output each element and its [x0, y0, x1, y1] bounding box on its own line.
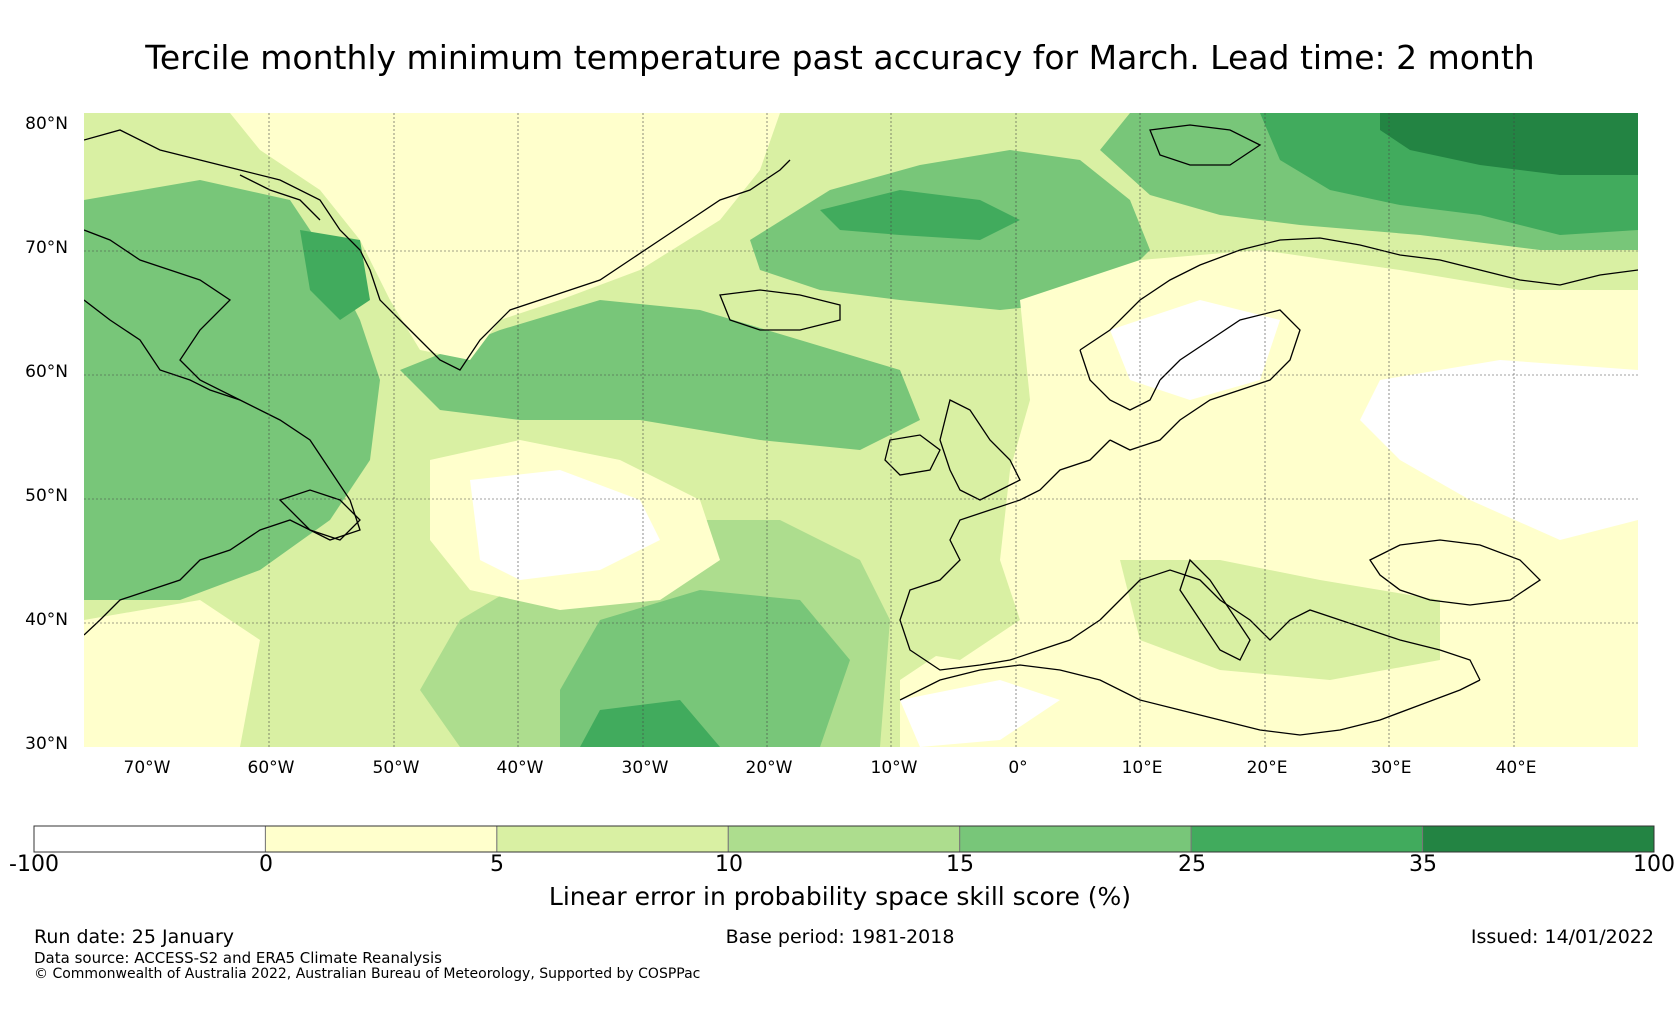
colorbar-segments	[33, 825, 1655, 853]
field-midatlantic-none	[470, 470, 660, 580]
lat-label-50n: 50°N	[25, 486, 68, 506]
field-iberia	[900, 560, 1020, 660]
chart-title: Tercile monthly minimum temperature past…	[145, 38, 1535, 77]
colorbar-segment-5	[1190, 825, 1424, 853]
coastlines	[84, 124, 1638, 736]
lon-label-10e: 10°E	[1121, 758, 1163, 778]
lat-label-70n: 70°N	[25, 238, 68, 258]
gridlines	[84, 113, 1638, 747]
field-mediterranean	[1120, 560, 1440, 680]
copyright: © Commonwealth of Australia 2022, Austra…	[34, 966, 701, 982]
field-northafrica-none	[900, 680, 1060, 747]
colorbar-tick-0: 0	[259, 852, 273, 877]
coast-western-europe	[899, 439, 1111, 671]
lon-label-70w: 70°W	[123, 758, 171, 778]
field-labrador-core	[300, 230, 370, 320]
coast-scandinavia	[1079, 237, 1638, 351]
colorbar-border	[33, 825, 1655, 853]
colorbar-tick-10: 10	[715, 852, 743, 877]
coast-iceland	[719, 289, 841, 331]
field-greenland-low	[230, 113, 780, 360]
coast-east-mediterranean	[1369, 629, 1481, 681]
colorbar-segment-3	[727, 825, 961, 853]
lat-label-30n: 30°N	[25, 734, 68, 754]
lon-label-40w: 40°W	[496, 758, 544, 778]
coast-newfoundland	[278, 489, 361, 541]
issued-date: Issued: 14/01/2022	[1470, 926, 1654, 948]
field-barents-highest	[1380, 113, 1638, 175]
data-source: Data source: ACCESS-S2 and ERA5 Climate …	[34, 949, 442, 967]
lon-label-20w: 20°W	[745, 758, 793, 778]
coast-baltic	[1109, 309, 1301, 451]
coast-canada	[84, 229, 361, 636]
lon-label-30w: 30°W	[621, 758, 669, 778]
lon-label-60w: 60°W	[247, 758, 295, 778]
coast-greenland-west	[239, 174, 321, 221]
run-date: Run date: 25 January	[34, 926, 235, 948]
coast-labrador	[84, 299, 241, 401]
lat-label-40n: 40°N	[25, 610, 68, 630]
colorbar-segment-6	[1422, 825, 1655, 853]
lat-label-80n: 80°N	[25, 114, 68, 134]
lon-label-30e: 30°E	[1370, 758, 1412, 778]
colorbar-tick-35: 35	[1409, 852, 1437, 877]
coast-italy	[1179, 558, 1251, 661]
colorbar-segment-2	[496, 825, 729, 853]
field-subtropical-high	[580, 700, 720, 747]
coast-ireland	[884, 434, 941, 476]
field-norwegian-sea-core	[820, 190, 1020, 240]
lon-label-50w: 50°W	[372, 758, 420, 778]
field-russia-none	[1360, 360, 1638, 540]
colorbar-tick-minus100: -100	[9, 852, 59, 877]
colorbar-label: Linear error in probability space skill …	[548, 882, 1132, 911]
lon-label-10w: 10°W	[870, 758, 918, 778]
lon-label-40e: 40°E	[1495, 758, 1537, 778]
colorbar-tick-25: 25	[1178, 852, 1206, 877]
field-labrador	[84, 180, 380, 600]
field-west-atlantic-low	[84, 600, 260, 747]
colorbar-tick-100: 100	[1633, 852, 1675, 877]
coast-svalbard	[1149, 124, 1262, 166]
colorbar-segment-0	[33, 825, 266, 853]
lat-label-60n: 60°N	[25, 362, 68, 382]
coast-mediterranean-north	[1099, 569, 1371, 641]
colorbar-segment-4	[959, 825, 1192, 853]
base-period: Base period: 1981-2018	[725, 926, 955, 948]
lon-label-20e: 20°E	[1246, 758, 1288, 778]
coast-british-isles	[939, 399, 1021, 501]
colorbar-segment-1	[264, 825, 498, 853]
coast-baffin	[84, 129, 791, 371]
lon-label-0: 0°	[1008, 758, 1028, 778]
coast-black-sea	[1369, 539, 1542, 606]
colorbar-tick-15: 15	[946, 852, 974, 877]
coast-north-africa	[899, 664, 1481, 736]
colorbar-tick-5: 5	[490, 852, 504, 877]
